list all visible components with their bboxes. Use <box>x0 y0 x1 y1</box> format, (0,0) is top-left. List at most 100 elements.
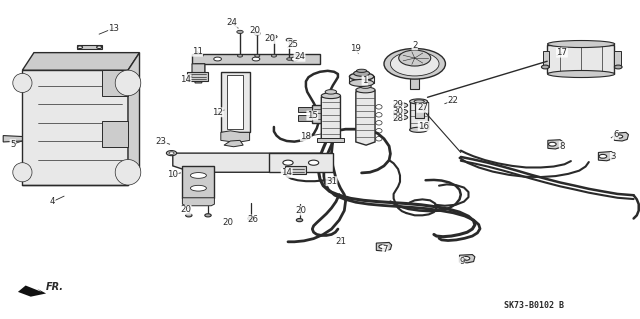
Text: 20: 20 <box>295 206 307 215</box>
Text: 20: 20 <box>222 218 234 227</box>
Polygon shape <box>598 152 614 161</box>
Ellipse shape <box>325 90 337 94</box>
Ellipse shape <box>349 73 374 80</box>
Circle shape <box>271 35 277 38</box>
Ellipse shape <box>13 73 32 93</box>
Polygon shape <box>547 45 614 73</box>
Ellipse shape <box>13 163 32 182</box>
Polygon shape <box>543 51 549 67</box>
Polygon shape <box>349 76 374 83</box>
Circle shape <box>237 30 243 33</box>
Polygon shape <box>317 138 344 142</box>
Text: 24: 24 <box>226 19 237 27</box>
Circle shape <box>599 154 607 158</box>
Polygon shape <box>18 286 46 297</box>
Ellipse shape <box>548 70 615 78</box>
Circle shape <box>541 65 549 69</box>
Text: 15: 15 <box>307 111 318 120</box>
Text: 29: 29 <box>393 100 403 109</box>
Text: 26: 26 <box>247 215 259 224</box>
Circle shape <box>548 142 556 146</box>
Polygon shape <box>77 45 102 49</box>
Polygon shape <box>102 121 128 147</box>
Text: 13: 13 <box>108 24 120 33</box>
Polygon shape <box>187 72 208 81</box>
Circle shape <box>169 152 174 154</box>
Text: 22: 22 <box>447 96 459 105</box>
Ellipse shape <box>191 185 206 191</box>
Ellipse shape <box>414 100 424 103</box>
Ellipse shape <box>349 79 374 86</box>
Circle shape <box>283 160 293 165</box>
Text: 27: 27 <box>417 103 428 112</box>
Ellipse shape <box>321 93 340 99</box>
Text: FR.: FR. <box>46 282 64 292</box>
Polygon shape <box>548 140 563 149</box>
Ellipse shape <box>356 87 375 93</box>
Text: 6: 6 <box>613 130 618 139</box>
Text: 12: 12 <box>212 108 223 117</box>
Polygon shape <box>3 136 22 142</box>
Circle shape <box>77 46 83 48</box>
Circle shape <box>287 58 292 60</box>
Polygon shape <box>221 72 250 132</box>
Circle shape <box>296 219 303 222</box>
Text: 1: 1 <box>362 76 367 85</box>
Text: 16: 16 <box>418 122 429 130</box>
Text: 23: 23 <box>156 137 167 146</box>
Circle shape <box>255 55 260 57</box>
Text: 8: 8 <box>559 142 564 151</box>
Ellipse shape <box>394 115 408 120</box>
Text: 31: 31 <box>326 177 337 186</box>
Polygon shape <box>415 102 424 118</box>
Text: 4: 4 <box>50 197 55 206</box>
Text: 14: 14 <box>281 168 292 177</box>
Circle shape <box>237 55 243 57</box>
Text: 25: 25 <box>287 40 299 48</box>
Circle shape <box>616 135 623 138</box>
Ellipse shape <box>115 160 141 185</box>
Text: 24: 24 <box>294 52 305 61</box>
Text: 11: 11 <box>191 47 203 56</box>
Circle shape <box>271 55 276 57</box>
Polygon shape <box>312 105 330 123</box>
Text: SK73-B0102 B: SK73-B0102 B <box>504 301 564 310</box>
Ellipse shape <box>548 41 615 48</box>
Text: 17: 17 <box>556 48 568 57</box>
Polygon shape <box>269 153 333 172</box>
Text: 20: 20 <box>180 205 191 214</box>
Text: 28: 28 <box>392 114 404 123</box>
Circle shape <box>399 50 431 66</box>
Polygon shape <box>227 75 243 129</box>
Polygon shape <box>22 53 140 70</box>
Text: 10: 10 <box>167 170 179 179</box>
Circle shape <box>291 57 298 61</box>
Polygon shape <box>192 64 205 73</box>
Polygon shape <box>410 77 419 89</box>
Ellipse shape <box>356 69 367 72</box>
Polygon shape <box>22 70 128 185</box>
Polygon shape <box>614 132 628 141</box>
Circle shape <box>390 52 439 76</box>
Circle shape <box>97 46 102 48</box>
Polygon shape <box>128 53 140 185</box>
Polygon shape <box>321 94 340 143</box>
Text: 2: 2 <box>412 41 417 50</box>
Text: 9: 9 <box>460 257 465 266</box>
Text: 5: 5 <box>10 140 15 149</box>
Ellipse shape <box>115 70 141 96</box>
Polygon shape <box>173 153 333 172</box>
Circle shape <box>379 245 387 249</box>
Circle shape <box>248 217 254 220</box>
Ellipse shape <box>353 70 370 76</box>
Polygon shape <box>182 166 214 198</box>
Polygon shape <box>410 102 428 129</box>
Polygon shape <box>460 255 475 263</box>
Circle shape <box>614 65 622 69</box>
Polygon shape <box>298 107 312 112</box>
Text: 18: 18 <box>300 132 312 141</box>
Polygon shape <box>102 70 128 96</box>
Text: 14: 14 <box>180 75 191 84</box>
Text: 3: 3 <box>611 152 616 161</box>
Circle shape <box>166 151 177 156</box>
